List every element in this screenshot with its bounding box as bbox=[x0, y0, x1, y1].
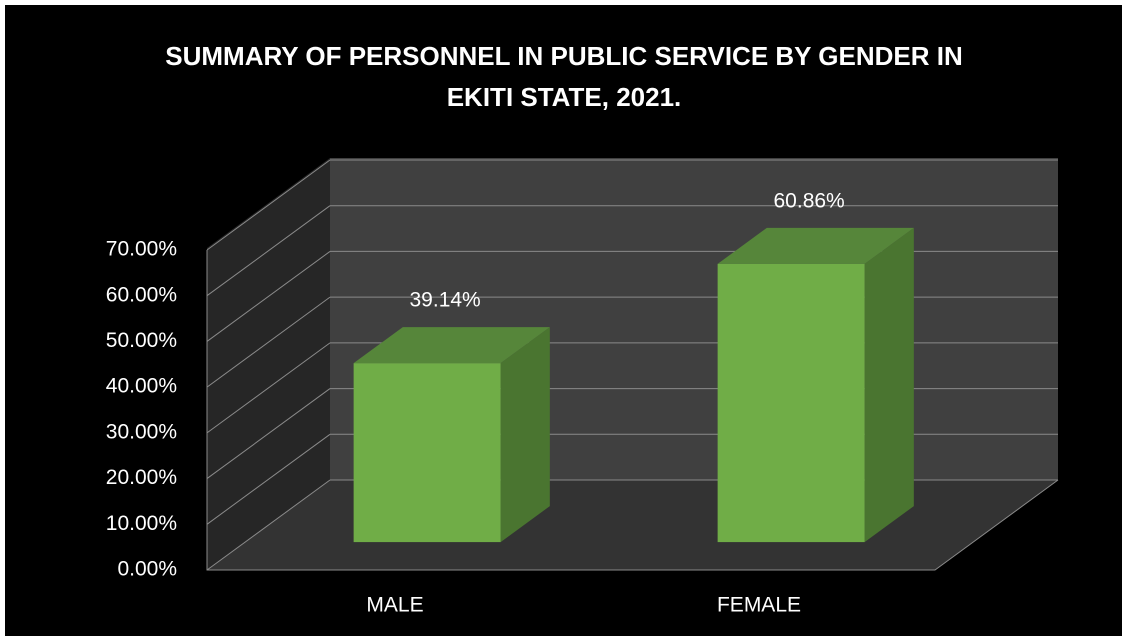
bar-top bbox=[353, 327, 550, 364]
y-tick-label: 30.00% bbox=[106, 420, 177, 443]
axis-line bbox=[206, 250, 1059, 571]
value-label: 39.14% bbox=[410, 289, 481, 312]
grid-line bbox=[206, 205, 331, 297]
grid-line bbox=[206, 342, 331, 434]
bar-side bbox=[500, 327, 550, 543]
chart-title: SUMMARY OF PERSONNEL IN PUBLIC SERVICE B… bbox=[165, 41, 963, 112]
grid-line bbox=[206, 479, 331, 571]
bar bbox=[353, 363, 501, 543]
y-tick-label: 50.00% bbox=[106, 329, 177, 352]
grid-line bbox=[206, 296, 331, 388]
side-wall bbox=[207, 158, 330, 570]
y-tick-label: 20.00% bbox=[106, 466, 177, 489]
y-tick-label: 60.00% bbox=[106, 283, 177, 306]
bar bbox=[717, 263, 865, 543]
y-tick-label: 70.00% bbox=[106, 238, 177, 261]
y-tick-label: 10.00% bbox=[106, 512, 177, 535]
y-tick-label: 40.00% bbox=[106, 375, 177, 398]
y-tick-label: 0.00% bbox=[117, 558, 177, 581]
value-label: 60.86% bbox=[774, 189, 845, 212]
grid-line bbox=[206, 433, 331, 525]
bar-side bbox=[864, 227, 914, 543]
x-tick-label: MALE bbox=[366, 594, 423, 617]
grid-line bbox=[206, 159, 331, 251]
grid-line bbox=[206, 388, 331, 479]
bar-top bbox=[717, 227, 914, 264]
x-tick-label: FEMALE bbox=[717, 594, 801, 617]
grid-line bbox=[206, 251, 331, 342]
floor bbox=[207, 480, 1058, 570]
